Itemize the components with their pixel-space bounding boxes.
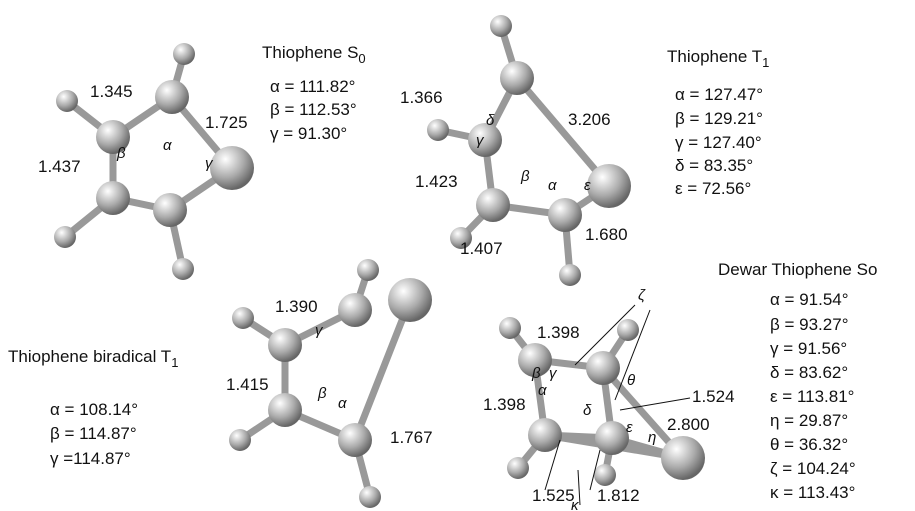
molecule-t1 — [427, 15, 631, 286]
angle: γ = 91.56° — [770, 339, 847, 358]
title: Thiophene T1 — [667, 47, 769, 70]
angle-mark: β — [116, 145, 126, 162]
bond: 1.525 — [532, 486, 575, 505]
angle-mark: α — [163, 137, 172, 154]
molecule-s0 — [54, 43, 254, 280]
angle: α = 91.54° — [770, 290, 849, 309]
bond: 3.206 — [568, 110, 611, 129]
figure: Thiophene S0 1.345 1.725 1.437 β α γ α =… — [0, 0, 915, 511]
angle: ε = 113.81° — [770, 387, 855, 406]
bond: 1.437 — [38, 157, 81, 176]
bond: 1.423 — [415, 172, 458, 191]
angle-mark: θ — [627, 372, 635, 389]
angle: α = 127.47° — [675, 85, 763, 104]
bond: 1.415 — [226, 375, 269, 394]
title: Thiophene S0 — [262, 43, 366, 66]
angle: β = 129.21° — [675, 109, 763, 128]
angle: δ = 83.62° — [770, 363, 848, 382]
angle-mark: κ — [571, 497, 580, 511]
angle-mark: α — [538, 382, 547, 399]
angle: γ = 127.40° — [675, 133, 762, 152]
angle-mark: β — [520, 168, 530, 185]
angle: ε = 72.56° — [675, 179, 751, 198]
angle-mark: β — [317, 385, 327, 402]
bond: 1.366 — [400, 88, 443, 107]
angle: κ = 113.43° — [770, 483, 855, 502]
angle-mark: γ — [549, 365, 558, 382]
title: Thiophene biradical T1 — [8, 347, 178, 370]
angle-mark: δ — [486, 112, 495, 129]
angle-mark: β — [531, 365, 541, 382]
bond: 1.524 — [692, 387, 735, 406]
bond: 2.800 — [667, 415, 710, 434]
angle-mark: η — [648, 429, 656, 446]
bond: 1.725 — [205, 113, 248, 132]
molecule-dewar — [499, 305, 705, 505]
angle: β = 93.27° — [770, 315, 849, 334]
angle: α = 111.82° — [270, 77, 355, 96]
angle: γ =114.87° — [50, 449, 131, 468]
bond: 1.767 — [390, 428, 433, 447]
angle-mark: ζ — [638, 287, 646, 304]
angle: ζ = 104.24° — [770, 459, 856, 478]
angle: θ = 36.32° — [770, 435, 848, 454]
angle: γ = 91.30° — [270, 124, 347, 143]
angle-mark: ε — [584, 177, 591, 194]
bond: 1.680 — [585, 225, 628, 244]
angle: α = 108.14° — [50, 400, 138, 419]
bond: 1.407 — [460, 239, 503, 258]
angle-mark: α — [338, 395, 347, 412]
angle-mark: ε — [626, 419, 633, 436]
bond: 1.398 — [537, 323, 580, 342]
angle: β = 112.53° — [270, 100, 357, 119]
angle: β = 114.87° — [50, 424, 137, 443]
angle: δ = 83.35° — [675, 156, 753, 175]
bond: 1.390 — [275, 297, 318, 316]
angle-mark: α — [548, 177, 557, 194]
bond: 1.345 — [90, 82, 133, 101]
bond: 1.812 — [597, 486, 640, 505]
angle-mark: δ — [583, 402, 592, 419]
title: Dewar Thiophene So — [718, 260, 877, 279]
angle: η = 29.87° — [770, 411, 848, 430]
bond: 1.398 — [483, 395, 526, 414]
